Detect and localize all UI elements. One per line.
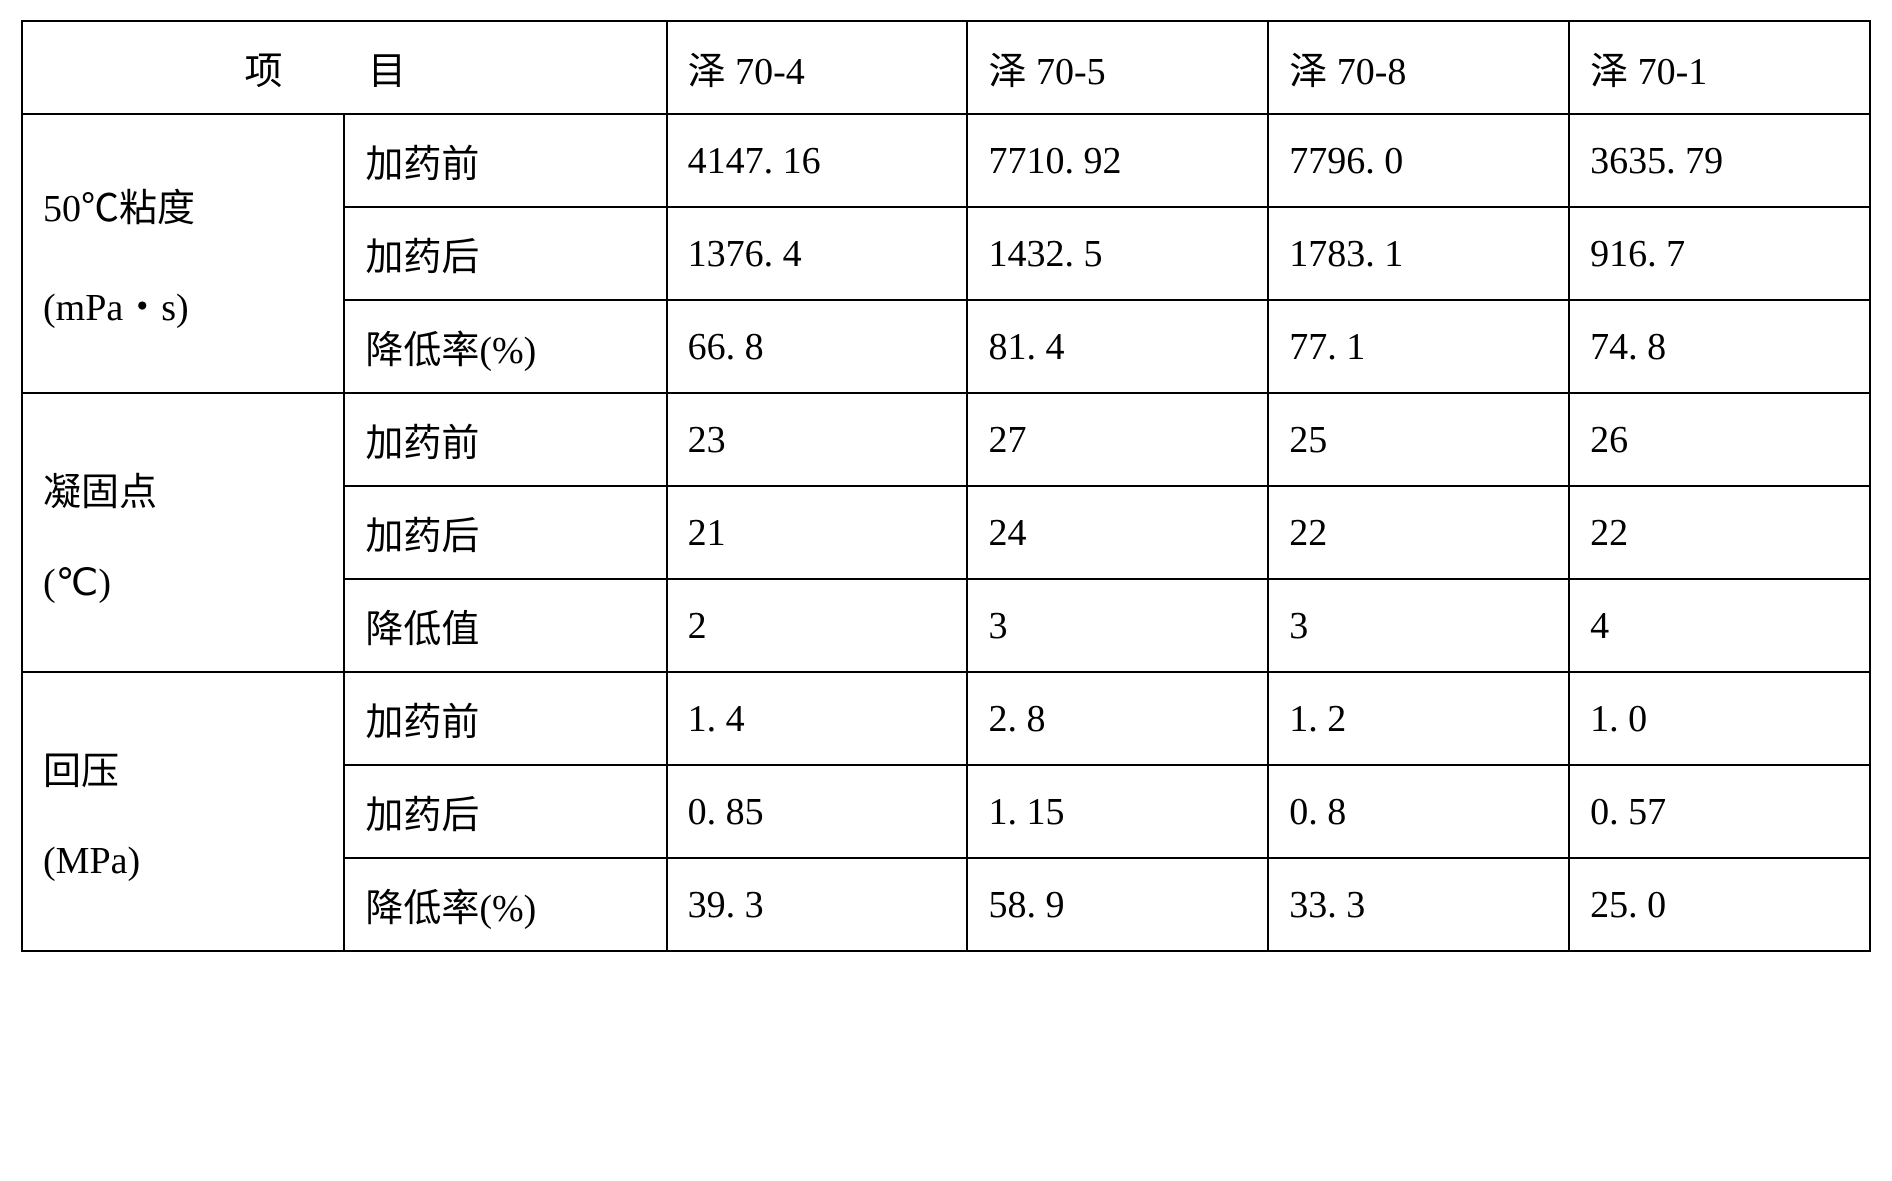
data-cell: 1. 4 [667, 672, 968, 765]
sublabel: 降低值 [344, 579, 666, 672]
data-cell: 3 [967, 579, 1268, 672]
group-label-line2: (mPa・s) [43, 287, 189, 329]
sublabel: 加药前 [344, 114, 666, 207]
header-col-4: 泽 70-1 [1569, 21, 1870, 114]
data-cell: 3 [1268, 579, 1569, 672]
data-cell: 1. 0 [1569, 672, 1870, 765]
data-cell: 25 [1268, 393, 1569, 486]
data-cell: 7710. 92 [967, 114, 1268, 207]
data-cell: 1. 15 [967, 765, 1268, 858]
group-label-backpressure: 回压 (MPa) [22, 672, 344, 951]
header-col-3: 泽 70-8 [1268, 21, 1569, 114]
data-cell: 1783. 1 [1268, 207, 1569, 300]
sublabel: 加药后 [344, 486, 666, 579]
table-row: 回压 (MPa) 加药前 1. 4 2. 8 1. 2 1. 0 [22, 672, 1870, 765]
data-cell: 23 [667, 393, 968, 486]
data-cell: 0. 57 [1569, 765, 1870, 858]
table-row: 凝固点 (℃) 加药前 23 27 25 26 [22, 393, 1870, 486]
sublabel: 加药前 [344, 672, 666, 765]
data-cell: 39. 3 [667, 858, 968, 951]
data-cell: 25. 0 [1569, 858, 1870, 951]
data-cell: 22 [1569, 486, 1870, 579]
data-cell: 22 [1268, 486, 1569, 579]
data-cell: 66. 8 [667, 300, 968, 393]
data-cell: 24 [967, 486, 1268, 579]
data-cell: 3635. 79 [1569, 114, 1870, 207]
data-cell: 2 [667, 579, 968, 672]
data-cell: 1. 2 [1268, 672, 1569, 765]
data-cell: 0. 85 [667, 765, 968, 858]
data-cell: 58. 9 [967, 858, 1268, 951]
group-label-line1: 回压 [43, 751, 119, 793]
data-cell: 27 [967, 393, 1268, 486]
header-category: 项 目 [22, 21, 667, 114]
group-label-line1: 50℃粘度 [43, 188, 195, 230]
data-cell: 4147. 16 [667, 114, 968, 207]
data-cell: 21 [667, 486, 968, 579]
data-cell: 0. 8 [1268, 765, 1569, 858]
group-label-line2: (MPa) [43, 840, 140, 882]
data-cell: 77. 1 [1268, 300, 1569, 393]
sublabel: 加药后 [344, 207, 666, 300]
group-label-freezing: 凝固点 (℃) [22, 393, 344, 672]
data-cell: 81. 4 [967, 300, 1268, 393]
sublabel: 降低率(%) [344, 300, 666, 393]
header-row: 项 目 泽 70-4 泽 70-5 泽 70-8 泽 70-1 [22, 21, 1870, 114]
sublabel: 降低率(%) [344, 858, 666, 951]
group-label-viscosity: 50℃粘度 (mPa・s) [22, 114, 344, 393]
data-cell: 2. 8 [967, 672, 1268, 765]
data-cell: 916. 7 [1569, 207, 1870, 300]
header-col-1: 泽 70-4 [667, 21, 968, 114]
header-col-2: 泽 70-5 [967, 21, 1268, 114]
data-cell: 1376. 4 [667, 207, 968, 300]
group-label-line2: (℃) [43, 562, 111, 604]
data-cell: 1432. 5 [967, 207, 1268, 300]
data-cell: 33. 3 [1268, 858, 1569, 951]
data-cell: 74. 8 [1569, 300, 1870, 393]
data-table: 项 目 泽 70-4 泽 70-5 泽 70-8 泽 70-1 50℃粘度 (m… [21, 20, 1871, 952]
group-label-line1: 凝固点 [43, 472, 157, 514]
table-row: 50℃粘度 (mPa・s) 加药前 4147. 16 7710. 92 7796… [22, 114, 1870, 207]
data-cell: 4 [1569, 579, 1870, 672]
sublabel: 加药前 [344, 393, 666, 486]
data-cell: 7796. 0 [1268, 114, 1569, 207]
data-cell: 26 [1569, 393, 1870, 486]
sublabel: 加药后 [344, 765, 666, 858]
